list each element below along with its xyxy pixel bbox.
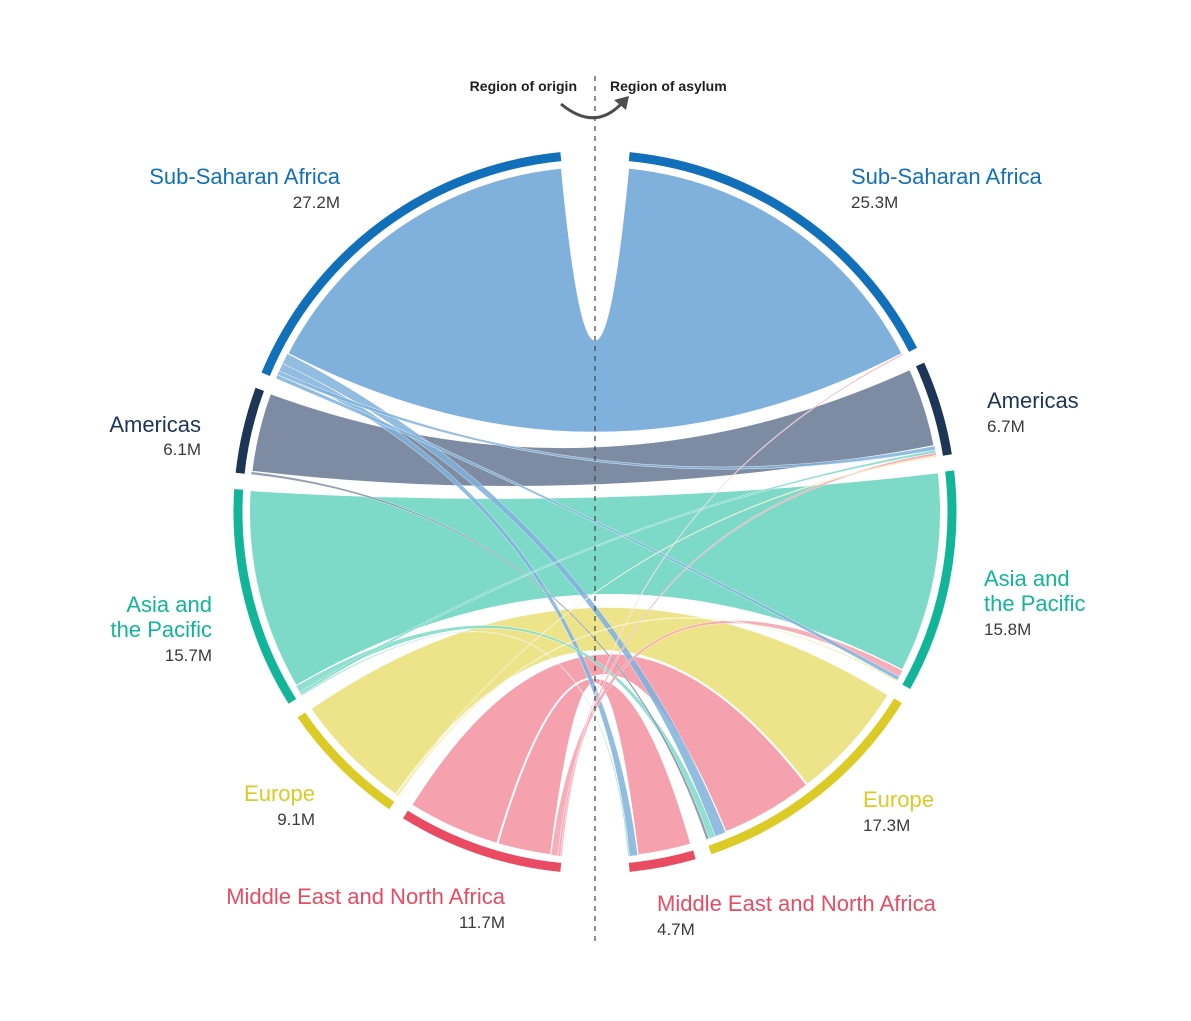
origin-name-asia-2: the Pacific bbox=[111, 617, 213, 642]
asylum-name-eur: Europe bbox=[863, 787, 934, 812]
origin-arc-amer bbox=[235, 387, 264, 474]
origin-label-mena: Middle East and North Africa 11.7M bbox=[226, 884, 506, 932]
asylum-arc-mena bbox=[628, 850, 696, 872]
origin-name-mena: Middle East and North Africa bbox=[226, 884, 506, 909]
asylum-value-amer: 6.7M bbox=[987, 417, 1025, 436]
origin-label-eur: Europe 9.1M bbox=[244, 781, 315, 829]
region-arcs bbox=[233, 152, 957, 872]
ribbon-amer-to-eur bbox=[250, 471, 710, 840]
origin-value-ssa: 27.2M bbox=[293, 193, 340, 212]
origin-arc-mena bbox=[402, 810, 562, 872]
ribbon-eur-to-amer bbox=[395, 455, 937, 797]
asylum-name-mena: Middle East and North Africa bbox=[657, 891, 937, 916]
origin-value-mena: 11.7M bbox=[459, 913, 505, 932]
origin-arc-ssa bbox=[261, 152, 562, 376]
origin-label-ssa: Sub-Saharan Africa 27.2M bbox=[149, 164, 341, 212]
origin-value-eur: 9.1M bbox=[277, 810, 315, 829]
origin-value-amer: 6.1M bbox=[163, 440, 201, 459]
direction-arrow-icon bbox=[560, 101, 624, 120]
asylum-arc-amer bbox=[915, 362, 952, 456]
ribbon-mena-to-ssa bbox=[560, 353, 904, 857]
ribbon-eur-to-asia bbox=[396, 617, 898, 797]
origin-arc-asia bbox=[233, 489, 297, 704]
origin-label-asia: Asia and the Pacific 15.7M bbox=[111, 592, 213, 665]
asylum-label-eur: Europe 17.3M bbox=[863, 787, 934, 835]
arrowhead-icon bbox=[614, 96, 629, 110]
origin-direction-label: Region of origin bbox=[470, 78, 577, 94]
asylum-arc-asia bbox=[902, 470, 957, 689]
origin-name-ssa: Sub-Saharan Africa bbox=[149, 164, 341, 189]
origin-label-amer: Americas 6.1M bbox=[109, 412, 201, 459]
asylum-value-asia: 15.8M bbox=[984, 620, 1031, 639]
asylum-value-eur: 17.3M bbox=[863, 816, 910, 835]
ribbon-ssa-to-ssa bbox=[286, 166, 904, 434]
origin-name-amer: Americas bbox=[109, 412, 201, 437]
asylum-label-asia: Asia and the Pacific 15.8M bbox=[984, 566, 1086, 639]
asylum-arc-eur bbox=[708, 698, 902, 855]
origin-arc-eur bbox=[297, 712, 395, 810]
asylum-label-ssa: Sub-Saharan Africa 25.3M bbox=[851, 164, 1043, 212]
asylum-name-asia-2: the Pacific bbox=[984, 591, 1086, 616]
ribbon-asia-to-mena bbox=[300, 631, 630, 857]
asylum-value-ssa: 25.3M bbox=[851, 193, 898, 212]
asylum-name-ssa: Sub-Saharan Africa bbox=[851, 164, 1043, 189]
asylum-arc-ssa bbox=[628, 152, 918, 352]
origin-name-eur: Europe bbox=[244, 781, 315, 806]
origin-name-asia-1: Asia and bbox=[126, 592, 212, 617]
asylum-value-mena: 4.7M bbox=[657, 920, 695, 939]
origin-value-asia: 15.7M bbox=[165, 646, 212, 665]
asylum-name-asia-1: Asia and bbox=[984, 566, 1070, 591]
asylum-name-amer: Americas bbox=[987, 388, 1079, 413]
asylum-label-mena: Middle East and North Africa 4.7M bbox=[657, 891, 937, 939]
asylum-label-amer: Americas 6.7M bbox=[987, 388, 1079, 436]
asylum-direction-label: Region of asylum bbox=[610, 78, 727, 94]
